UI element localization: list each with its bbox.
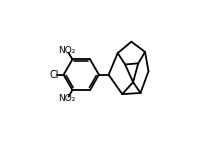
Text: Cl: Cl <box>49 70 59 80</box>
Text: NO₂: NO₂ <box>58 46 76 56</box>
Text: NO₂: NO₂ <box>58 94 76 103</box>
